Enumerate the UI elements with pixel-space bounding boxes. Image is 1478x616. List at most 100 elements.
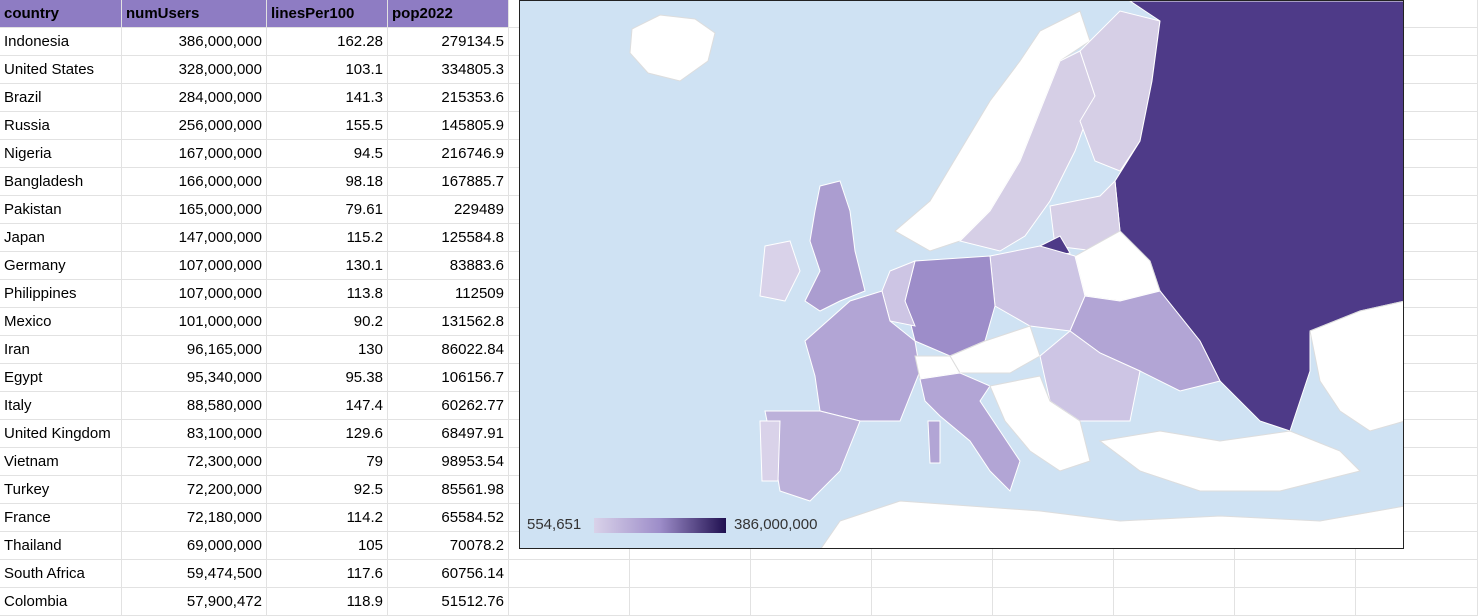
table-cell-value[interactable]: 83883.6 — [449, 257, 504, 274]
table-cell-value[interactable]: 131562.8 — [441, 313, 504, 330]
grid-column-line — [266, 0, 267, 616]
table-cell-value[interactable]: 112509 — [455, 285, 504, 302]
table-cell-country[interactable]: Thailand — [4, 537, 62, 554]
table-cell-country[interactable]: Turkey — [4, 481, 50, 498]
grid-row-line — [0, 559, 1478, 560]
table-cell-value[interactable]: 79 — [366, 453, 383, 470]
table-cell-value[interactable]: 118.9 — [346, 593, 383, 610]
table-cell-value[interactable]: 167885.7 — [441, 173, 504, 190]
table-cell-value[interactable]: 96,165,000 — [186, 341, 262, 358]
table-cell-value[interactable]: 145805.9 — [441, 117, 504, 134]
table-cell-value[interactable]: 328,000,000 — [178, 61, 262, 78]
table-cell-country[interactable]: Japan — [4, 229, 45, 246]
table-cell-value[interactable]: 256,000,000 — [178, 117, 262, 134]
table-cell-value[interactable]: 69,000,000 — [186, 537, 262, 554]
table-cell-country[interactable]: Russia — [4, 117, 50, 134]
table-cell-value[interactable]: 141.3 — [345, 89, 383, 106]
grid-column-line — [387, 0, 388, 616]
region-portugal — [759, 420, 781, 482]
table-cell-country[interactable]: Indonesia — [4, 33, 70, 50]
table-cell-value[interactable]: 215353.6 — [441, 89, 504, 106]
table-cell-value[interactable]: 386,000,000 — [178, 33, 262, 50]
table-cell-value[interactable]: 105 — [357, 537, 383, 554]
table-cell-value[interactable]: 92.5 — [353, 481, 383, 498]
table-cell-value[interactable]: 130.1 — [345, 257, 383, 274]
table-cell-value[interactable]: 147.4 — [345, 397, 383, 414]
table-cell-value[interactable]: 103.1 — [345, 61, 383, 78]
table-cell-value[interactable]: 155.5 — [345, 117, 383, 134]
table-cell-country[interactable]: Iran — [4, 341, 30, 358]
table-cell-country[interactable]: South Africa — [4, 565, 85, 582]
table-cell-value[interactable]: 85561.98 — [441, 481, 504, 498]
table-cell-value[interactable]: 334805.3 — [441, 61, 504, 78]
table-cell-value[interactable]: 60756.14 — [441, 565, 504, 582]
table-cell-value[interactable]: 98.18 — [345, 173, 383, 190]
table-cell-country[interactable]: Mexico — [4, 313, 52, 330]
table-cell-value[interactable]: 65584.52 — [441, 509, 504, 526]
table-cell-value[interactable]: 68497.91 — [441, 425, 504, 442]
column-header[interactable]: pop2022 — [388, 0, 508, 27]
table-cell-value[interactable]: 106156.7 — [441, 369, 504, 386]
table-cell-country[interactable]: Egypt — [4, 369, 43, 386]
table-cell-value[interactable]: 115.2 — [346, 229, 383, 246]
table-cell-value[interactable]: 83,100,000 — [186, 425, 262, 442]
table-cell-value[interactable]: 107,000,000 — [178, 257, 262, 274]
table-cell-value[interactable]: 86022.84 — [441, 341, 504, 358]
column-header[interactable]: linesPer100 — [267, 0, 387, 27]
table-cell-value[interactable]: 279134.5 — [441, 33, 504, 50]
table-cell-value[interactable]: 147,000,000 — [178, 229, 262, 246]
grid-row-line — [0, 587, 1478, 588]
table-cell-value[interactable]: 88,580,000 — [186, 397, 262, 414]
table-cell-value[interactable]: 98953.54 — [441, 453, 504, 470]
table-cell-value[interactable]: 51512.76 — [441, 593, 504, 610]
table-cell-country[interactable]: Italy — [4, 397, 32, 414]
table-cell-value[interactable]: 129.6 — [345, 425, 383, 442]
table-cell-value[interactable]: 130 — [357, 341, 383, 358]
table-cell-value[interactable]: 229489 — [453, 201, 504, 218]
table-cell-value[interactable]: 95,340,000 — [186, 369, 262, 386]
region-ireland — [759, 240, 801, 302]
table-cell-value[interactable]: 166,000,000 — [178, 173, 262, 190]
grid-column-line — [508, 0, 509, 616]
table-cell-country[interactable]: Brazil — [4, 89, 42, 106]
table-cell-country[interactable]: Pakistan — [4, 201, 62, 218]
table-cell-country[interactable]: Colombia — [4, 593, 68, 610]
table-cell-value[interactable]: 114.2 — [346, 509, 383, 526]
table-cell-value[interactable]: 72,200,000 — [186, 481, 262, 498]
table-cell-country[interactable]: Bangladesh — [4, 173, 84, 190]
table-cell-value[interactable]: 72,180,000 — [186, 509, 262, 526]
region-turkey — [1098, 430, 1361, 492]
table-cell-country[interactable]: United States — [4, 61, 95, 78]
table-cell-value[interactable]: 94.5 — [353, 145, 383, 162]
column-header[interactable]: country — [0, 0, 121, 27]
geo-map — [520, 1, 1403, 548]
table-cell-value[interactable]: 70078.2 — [449, 537, 504, 554]
table-cell-value[interactable]: 216746.9 — [441, 145, 504, 162]
table-cell-value[interactable]: 162.28 — [337, 33, 383, 50]
table-cell-value[interactable]: 60262.77 — [441, 397, 504, 414]
table-cell-value[interactable]: 59,474,500 — [186, 565, 262, 582]
table-cell-country[interactable]: Philippines — [4, 285, 77, 302]
table-cell-value[interactable]: 165,000,000 — [178, 201, 262, 218]
table-cell-value[interactable]: 113.8 — [346, 285, 383, 302]
table-cell-value[interactable]: 90.2 — [353, 313, 383, 330]
table-cell-country[interactable]: France — [4, 509, 51, 526]
table-cell-value[interactable]: 117.6 — [346, 565, 383, 582]
column-header[interactable]: numUsers — [122, 0, 266, 27]
table-cell-country[interactable]: United Kingdom — [4, 425, 111, 442]
table-cell-country[interactable]: Germany — [4, 257, 66, 274]
geo-chart[interactable]: 554,651 386,000,000 — [519, 0, 1404, 549]
table-cell-value[interactable]: 284,000,000 — [178, 89, 262, 106]
table-cell-value[interactable]: 101,000,000 — [178, 313, 262, 330]
table-cell-country[interactable]: Vietnam — [4, 453, 59, 470]
table-cell-value[interactable]: 95.38 — [345, 369, 383, 386]
region-finland — [1079, 10, 1161, 172]
table-cell-value[interactable]: 57,900,472 — [186, 593, 262, 610]
table-cell-country[interactable]: Nigeria — [4, 145, 52, 162]
table-cell-value[interactable]: 72,300,000 — [186, 453, 262, 470]
table-cell-value[interactable]: 107,000,000 — [178, 285, 262, 302]
region-kazakhstan — [1309, 300, 1403, 432]
table-cell-value[interactable]: 125584.8 — [441, 229, 504, 246]
table-cell-value[interactable]: 79.61 — [345, 201, 383, 218]
table-cell-value[interactable]: 167,000,000 — [178, 145, 262, 162]
